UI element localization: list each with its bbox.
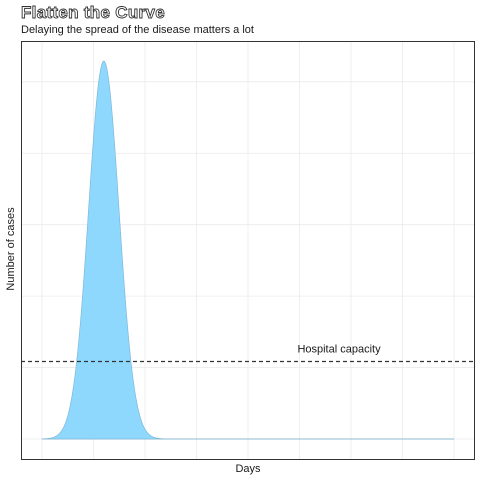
chart-title: Flatten the Curve [21, 3, 166, 23]
plot-area: Hospital capacity [21, 41, 475, 460]
curve-area-0 [41, 60, 454, 440]
chart-subtitle: Delaying the spread of the disease matte… [21, 24, 254, 36]
reference-line-label-0: Hospital capacity [297, 344, 381, 356]
y-axis-label: Number of cases [5, 207, 17, 291]
x-axis-label: Days [235, 463, 261, 475]
panel-border [21, 41, 475, 460]
